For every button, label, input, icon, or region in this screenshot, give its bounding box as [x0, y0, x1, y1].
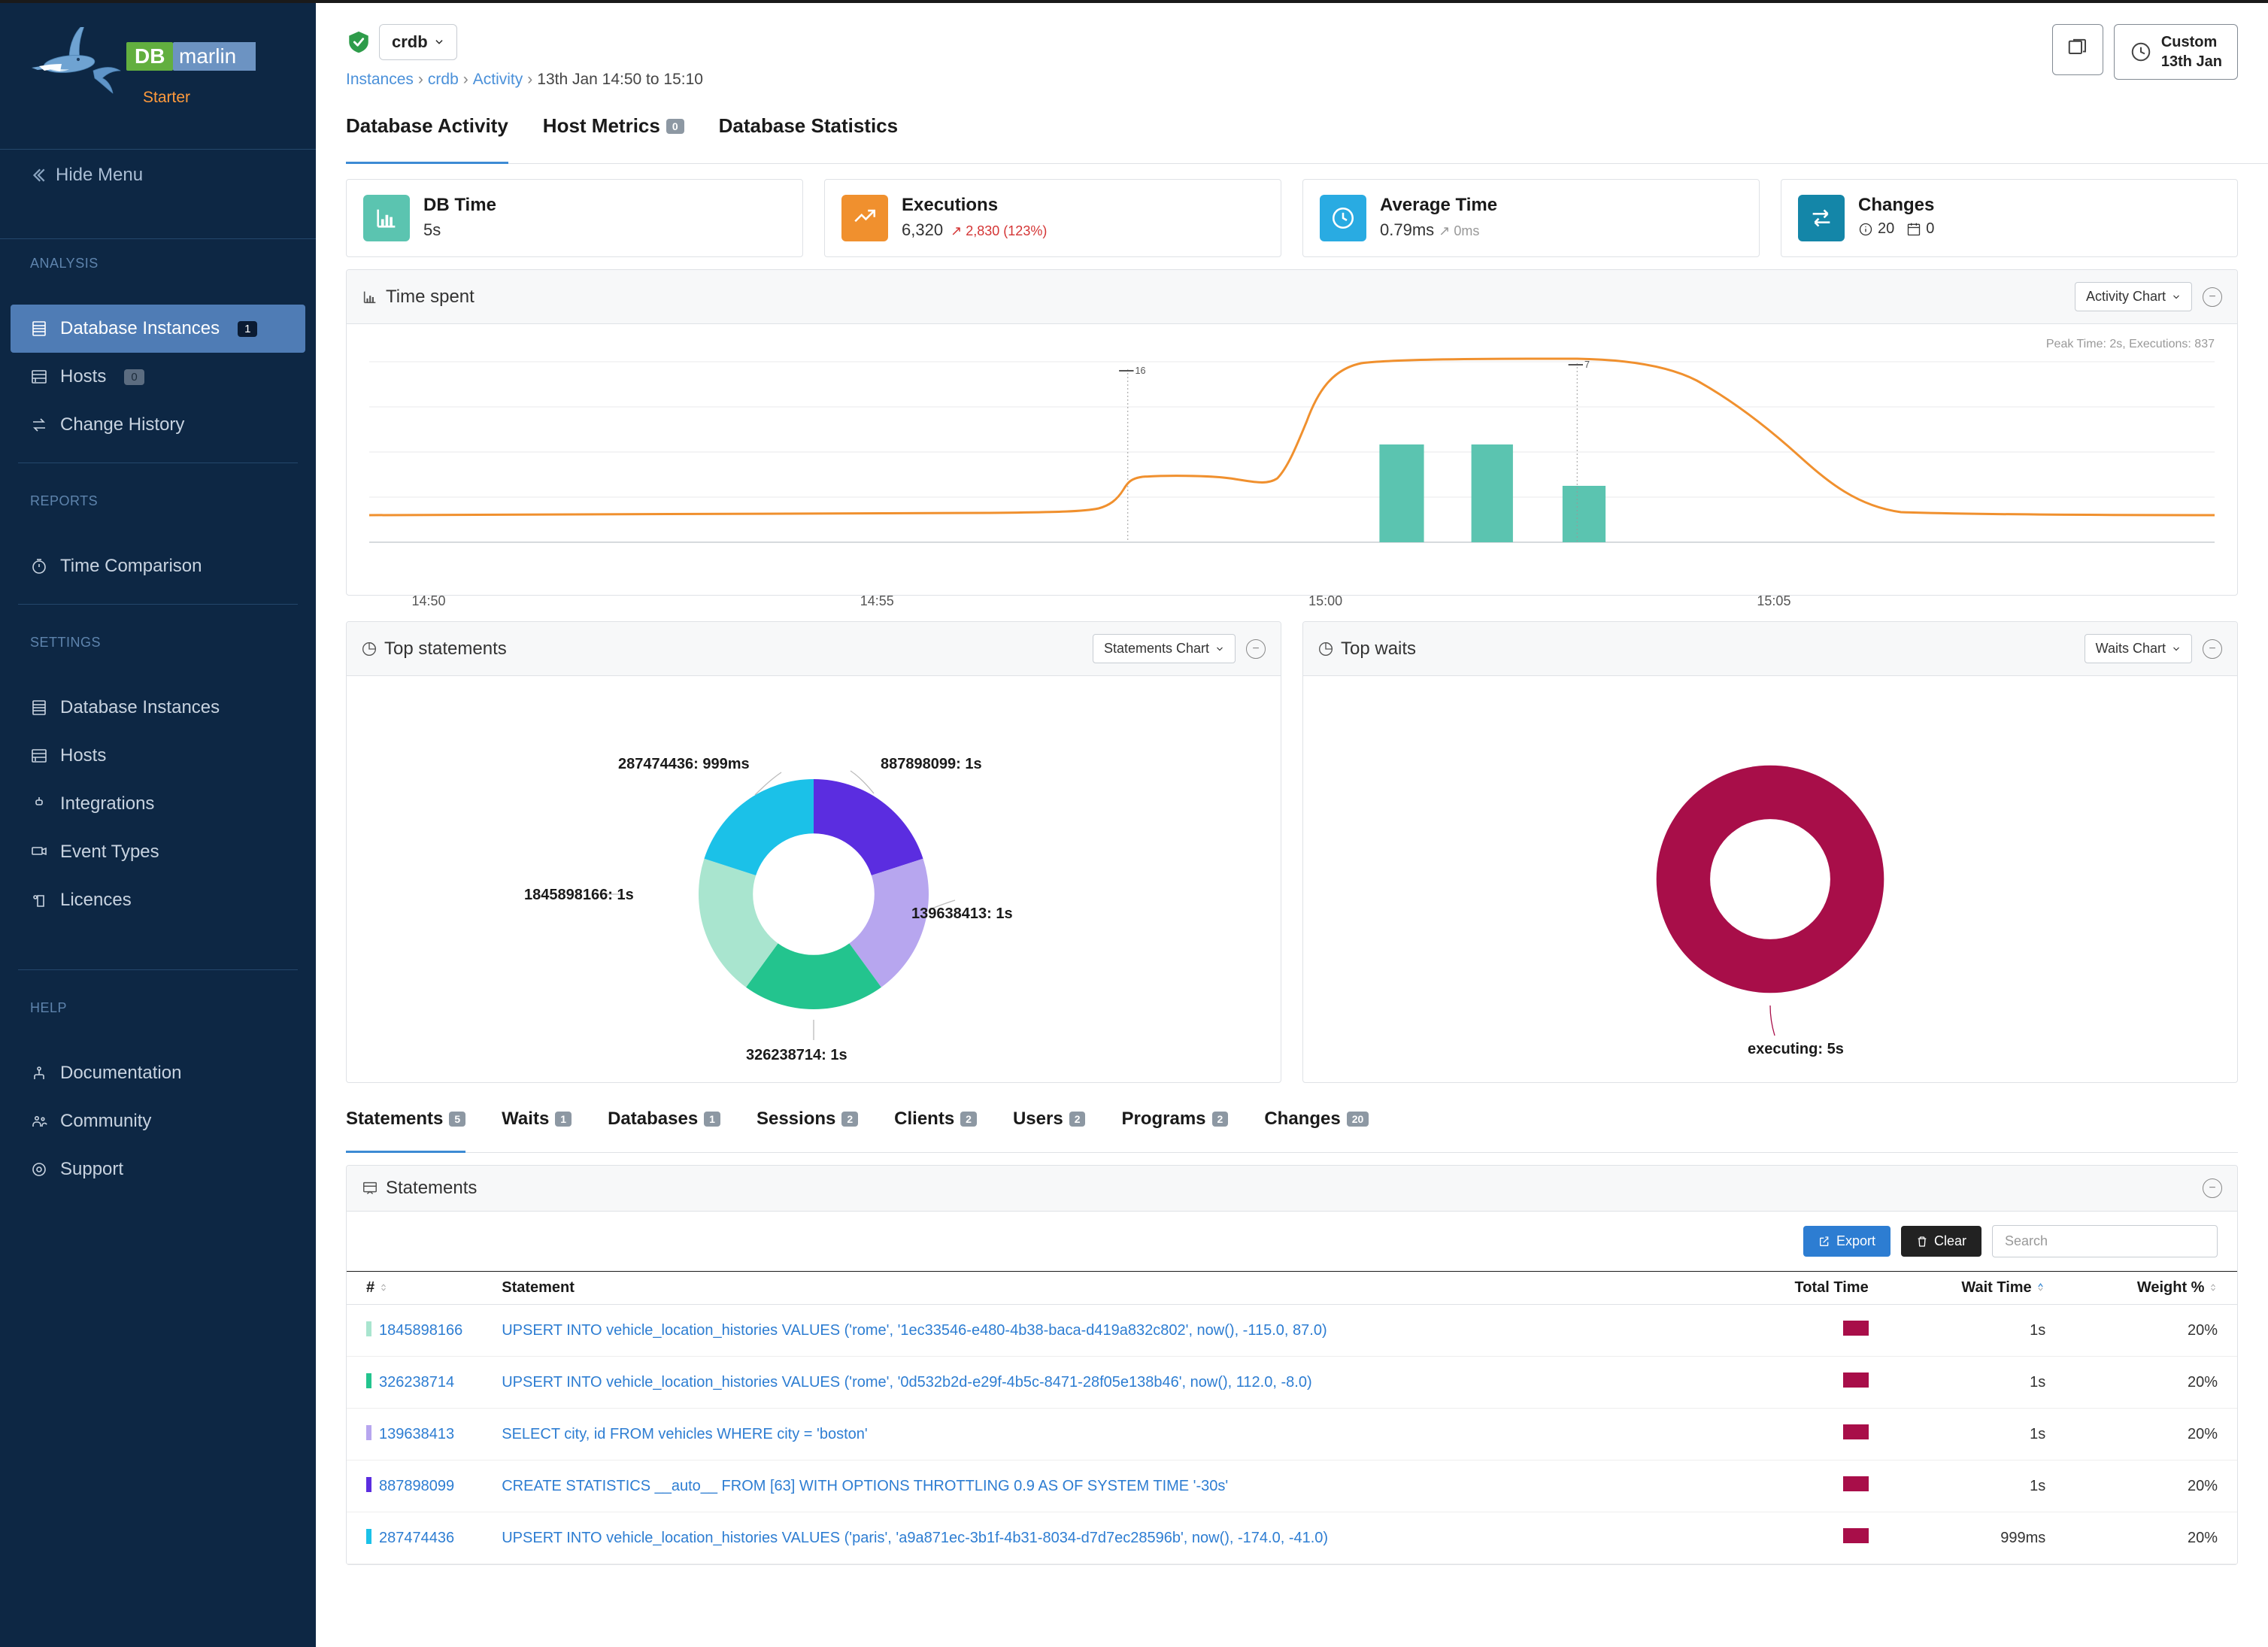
svg-text:executing: 5s: executing: 5s: [1748, 1041, 1844, 1057]
svg-text:16: 16: [1135, 365, 1145, 376]
svg-text:marlin: marlin: [179, 44, 236, 68]
svg-text:7: 7: [1584, 359, 1590, 370]
svg-text:139638413: 1s: 139638413: 1s: [911, 905, 1013, 922]
svg-text:326238714: 1s: 326238714: 1s: [746, 1047, 847, 1063]
svg-text:1845898166: 1s: 1845898166: 1s: [524, 887, 634, 903]
svg-text:287474436: 999ms: 287474436: 999ms: [618, 756, 750, 772]
svg-text:887898099: 1s: 887898099: 1s: [881, 756, 982, 772]
svg-text:DB: DB: [135, 44, 165, 68]
